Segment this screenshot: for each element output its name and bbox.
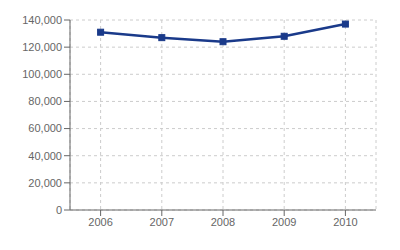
svg-text:40,000: 40,000 — [28, 150, 62, 162]
svg-text:100,000: 100,000 — [22, 68, 62, 80]
svg-text:140,000: 140,000 — [22, 14, 62, 26]
svg-text:2008: 2008 — [211, 216, 235, 228]
svg-text:60,000: 60,000 — [28, 122, 62, 134]
svg-text:2006: 2006 — [88, 216, 112, 228]
svg-text:80,000: 80,000 — [28, 95, 62, 107]
svg-text:2007: 2007 — [150, 216, 174, 228]
svg-text:0: 0 — [56, 204, 62, 216]
svg-text:2010: 2010 — [333, 216, 357, 228]
svg-text:120,000: 120,000 — [22, 41, 62, 53]
svg-text:20,000: 20,000 — [28, 177, 62, 189]
svg-text:2009: 2009 — [272, 216, 296, 228]
